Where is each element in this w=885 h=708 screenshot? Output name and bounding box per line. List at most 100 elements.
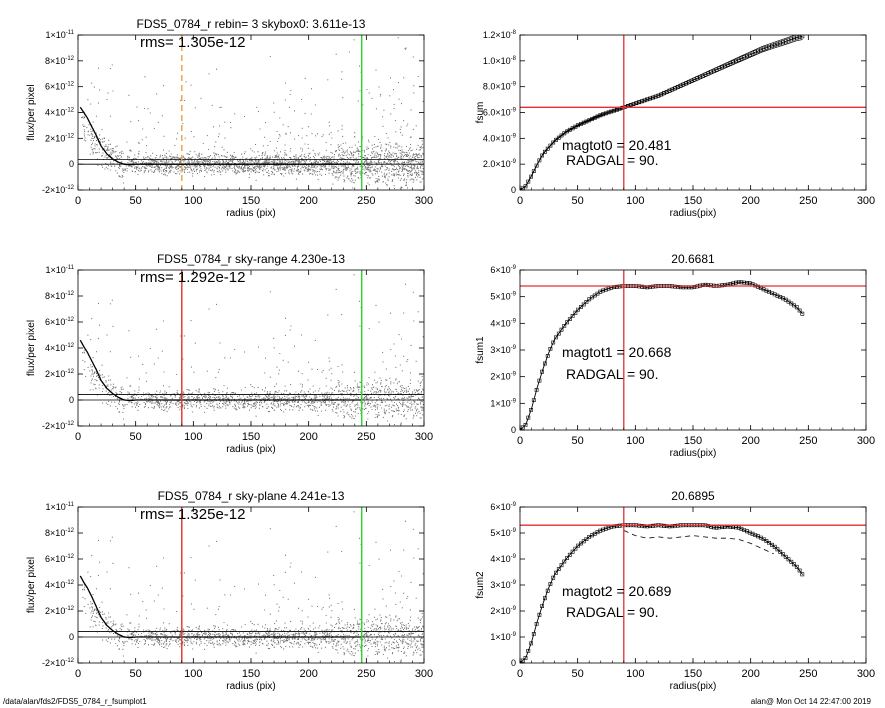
- y-tick-label: 1×10-11: [45, 502, 74, 512]
- y-tick-label: 0: [69, 159, 74, 169]
- y-tick-label: 1×10-11: [45, 265, 74, 275]
- x-tick-label: 150: [684, 668, 702, 680]
- y-tick-label: 4.0×10-9: [483, 133, 517, 143]
- radgal-annotation: RADGAL = 90.: [566, 152, 658, 168]
- radgal-annotation: RADGAL = 90.: [566, 604, 658, 620]
- chart-panel-6: 0 50 100 150 200 250 300 6×10-9 5×10-9 4×10-9 3×10…: [475, 489, 875, 692]
- x-tick-label: 150: [242, 668, 260, 680]
- x-tick-label: 250: [799, 435, 817, 447]
- x-tick-label: 300: [857, 435, 875, 447]
- x-tick-label: 100: [184, 431, 202, 443]
- y-tick-label: 0: [511, 185, 516, 195]
- x-axis-label: radius (pix): [226, 681, 275, 692]
- x-tick-label: 300: [415, 195, 433, 207]
- square-markers: [520, 35, 805, 190]
- y-tick-label: 0: [511, 658, 516, 668]
- x-tick-label: 50: [130, 668, 142, 680]
- mean-profile-line: [79, 575, 362, 639]
- error-envelope-1: [520, 39, 803, 190]
- chart-title: FDS5_0784_r rebin= 3 skybox0: 3.611e-13: [137, 17, 366, 31]
- square-markers: [520, 280, 805, 430]
- y-tick-label: 8×10-12: [45, 56, 75, 66]
- x-tick-label: 0: [75, 431, 81, 443]
- y-tick-label: 8.0×10-9: [483, 82, 517, 92]
- x-tick-label: 0: [75, 195, 81, 207]
- x-tick-label: 100: [626, 668, 644, 680]
- x-tick-label: 0: [517, 195, 523, 207]
- magtot-annotation: magtot0 = 20.481: [562, 137, 672, 153]
- plot-area: [520, 35, 866, 190]
- x-tick-label: 300: [857, 195, 875, 207]
- series-line-1: [520, 524, 803, 663]
- x-tick-label: 250: [799, 668, 817, 680]
- y-tick-label: 6×10-12: [45, 554, 75, 564]
- chart-panel-2: 0 50 100 150 200 250 300 1.2×10-8 1.0×10-8 8.0×10…: [475, 30, 875, 219]
- radgal-annotation: RADGAL = 90.: [566, 366, 658, 382]
- x-tick-label: 100: [184, 195, 202, 207]
- series-line-2: [623, 530, 774, 555]
- chart-panel-4: 0 50 100 150 200 250 300 6×10-9 5×10-9 4×10-9 3×10…: [475, 252, 875, 459]
- plot-area: [520, 270, 866, 430]
- y-axis-label: flux/per pixel: [26, 84, 37, 140]
- y-tick-label: 4×10-12: [45, 580, 75, 590]
- y-tick-label: 6×10-9: [490, 502, 516, 512]
- x-axis-label: radius (pix): [226, 208, 275, 219]
- mean-profile-line: [79, 339, 362, 402]
- y-tick-label: 3×10-9: [490, 345, 516, 355]
- y-axis-label: flux/per pixel: [26, 320, 37, 376]
- y-tick-label: 0: [69, 632, 74, 642]
- y-tick-label: 5×10-9: [490, 528, 516, 538]
- x-axis-label: radius(pix): [670, 681, 717, 692]
- x-tick-label: 0: [75, 668, 81, 680]
- plot-area: [78, 507, 424, 663]
- x-tick-label: 300: [415, 431, 433, 443]
- x-tick-label: 0: [517, 668, 523, 680]
- square-markers: [520, 523, 805, 663]
- y-tick-label: 0: [511, 425, 516, 435]
- chart-title: FDS5_0784_r sky-range 4.230e-13: [157, 252, 345, 266]
- mean-profile-line: [79, 106, 362, 166]
- y-tick-label: 6×10-9: [490, 265, 516, 275]
- chart-panel-1: 0 50 100 150 200 250 300 1×10-11 8×10-12 6×10-12 4…: [26, 17, 433, 219]
- data-point-cloud: [82, 274, 424, 426]
- x-tick-label: 250: [357, 195, 375, 207]
- y-tick-label: 6×10-12: [45, 317, 75, 327]
- rms-annotation: rms= 1.292e-12: [140, 269, 245, 286]
- magtot-annotation: magtot1 = 20.668: [562, 344, 672, 360]
- y-axis-label: fsum: [475, 102, 486, 124]
- x-tick-label: 100: [626, 435, 644, 447]
- x-tick-label: 150: [684, 435, 702, 447]
- chart-panel-3: 0 50 100 150 200 250 300 1×10-11 8×10-12 6×10-12 4…: [26, 252, 433, 455]
- x-tick-label: 200: [299, 668, 317, 680]
- x-tick-label: 200: [299, 195, 317, 207]
- x-tick-label: 50: [130, 431, 142, 443]
- x-tick-label: 200: [299, 431, 317, 443]
- y-tick-label: 2×10-9: [490, 606, 516, 616]
- y-axis-label: flux/per pixel: [26, 557, 37, 613]
- x-axis-label: radius (pix): [226, 444, 275, 455]
- error-envelope-2: [520, 35, 797, 190]
- x-axis-label: radius(pix): [670, 208, 717, 219]
- y-tick-label: 1.2×10-8: [483, 30, 517, 40]
- y-tick-label: 2×10-12: [45, 133, 75, 143]
- y-tick-label: 8×10-12: [45, 528, 75, 538]
- y-tick-label: 2×10-9: [490, 372, 516, 382]
- rms-annotation: rms= 1.305e-12: [140, 34, 245, 51]
- x-tick-label: 250: [357, 431, 375, 443]
- y-tick-label: 6.0×10-9: [483, 108, 517, 118]
- y-tick-label: 5×10-9: [490, 292, 516, 302]
- y-tick-label: 3×10-9: [490, 580, 516, 590]
- y-tick-label: -2×10-12: [42, 185, 75, 195]
- y-axis-label: fsum2: [475, 571, 486, 599]
- plot-area: [78, 35, 424, 190]
- x-tick-label: 50: [572, 195, 584, 207]
- plot-area: [78, 270, 424, 426]
- y-tick-label: 1.0×10-8: [483, 56, 517, 66]
- magtot-annotation: magtot2 = 20.689: [562, 583, 672, 599]
- y-tick-label: 0: [69, 395, 74, 405]
- y-tick-label: -2×10-12: [42, 421, 75, 431]
- x-tick-label: 250: [799, 195, 817, 207]
- y-tick-label: -2×10-12: [42, 658, 75, 668]
- x-tick-label: 300: [857, 668, 875, 680]
